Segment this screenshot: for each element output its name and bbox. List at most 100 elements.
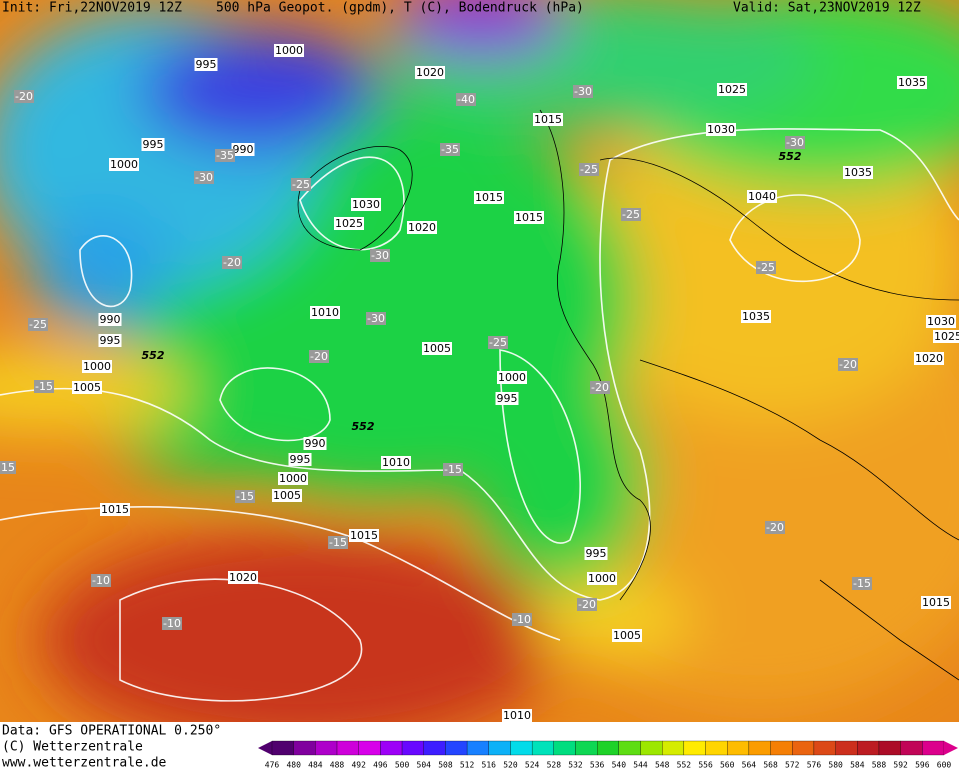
temperature-label-box [14,90,34,103]
colorbar-label: 516 [482,761,497,770]
temperature-label-box [370,249,390,262]
temperature-label-box [785,136,805,149]
colorbar-cell [900,740,923,756]
isobar-label-box [533,113,563,126]
temperature-label-box [0,461,16,474]
map-labels: 1000 995 1020 995 990 1000 1030 1025 1020 1015 101… [0,44,959,722]
isobar-label: 995 [196,58,217,71]
valid-time: Valid: Sat,23NOV2019 12Z [733,1,921,16]
temperature-label-box [590,381,610,394]
temperature-label: -10 [163,617,181,630]
isobar-label-box [82,360,112,373]
temperature-label-box [235,490,255,503]
colorbar-cell [510,740,533,756]
colorbar-cell [705,740,728,756]
isobar-label-box [502,709,532,722]
temperature-label-box [91,574,111,587]
colorbar-label: 524 [525,761,540,770]
isobar-label: 1020 [408,221,436,234]
isobar-label: 1000 [275,44,303,57]
isobar-label: 1015 [922,596,950,609]
isobar-label: 1000 [498,371,526,384]
temperature-label-box [621,208,641,221]
colorbar-cell [640,740,663,756]
temperature-label: -20 [15,90,33,103]
temperature-label: -40 [457,93,475,106]
copyright: (C) Wetterzentrale [2,740,143,755]
colorbar-cell [380,740,403,756]
colorbar-label: 500 [395,761,410,770]
colorbar-label: 488 [330,761,345,770]
colorbar-cell [466,740,489,756]
isobar-label-box [514,211,544,224]
colorbar-cell [857,740,880,756]
temperature-label-box [456,93,476,106]
isobar-label-box [194,58,218,71]
url: www.wetterzentrale.de [2,756,167,771]
temperature-label: -20 [578,598,596,611]
isobar-label: 1020 [416,66,444,79]
isobar-label: 1000 [83,360,111,373]
colorbar-cell [358,740,381,756]
isobar-label: 990 [305,437,326,450]
temperature-label: -10 [513,613,531,626]
temperature-label: -35 [216,149,234,162]
isobar-label-box [231,143,255,156]
colorbar-cell [922,740,945,756]
temperature-label-box [852,577,872,590]
isobar-label: 1015 [101,503,129,516]
temperature-label: -25 [622,208,640,221]
isobar-label: 995 [100,334,121,347]
isobar-label: 1000 [279,472,307,485]
contour-552-label: 552 [779,150,802,163]
contour-552-label: 552 [142,349,165,362]
temperature-label: 15 [1,461,15,474]
colorbar-label: 496 [373,761,388,770]
temperature-label: -15 [444,463,462,476]
isobar-label: 995 [143,138,164,151]
temperature-label-box [756,261,776,274]
colorbar-label: 520 [503,761,518,770]
temperature-label: -20 [310,350,328,363]
isobar-label: 1025 [934,330,959,343]
colorbar-label: 596 [915,761,930,770]
colorbar-cell [575,740,598,756]
colorbar-cell [770,740,793,756]
temperature-label: -30 [195,171,213,184]
temperature-label: -25 [580,163,598,176]
colorbar-label: 592 [893,761,908,770]
colorbar-cell [727,740,750,756]
isobar-label-box [407,221,437,234]
temperature-label-box [309,350,329,363]
temperature-label-box [328,536,348,549]
temperature-label: -25 [757,261,775,274]
colorbar-cell [553,740,576,756]
isobar-label-box [109,158,139,171]
colorbar-label: 532 [568,761,583,770]
colorbar-cell [597,740,619,756]
colorbar-label: 556 [698,761,713,770]
isobar-label-box [843,166,873,179]
temperature-label-box [366,312,386,325]
isobar-label: 1035 [844,166,872,179]
colorbar-label: 484 [308,761,323,770]
colorbar-label: 480 [286,761,301,770]
temperature-label-box [34,380,54,393]
isobar-label: 1005 [73,381,101,394]
colorbar-cell [445,740,468,756]
temperature-label-box [194,171,214,184]
temperature-label: -15 [35,380,53,393]
colorbar-cell [683,740,706,756]
colorbar-label: 552 [677,761,692,770]
isobar-label: 1010 [311,306,339,319]
temperature-label: -20 [766,521,784,534]
colorbar-cell [488,740,511,756]
colorbar-arrow-right [944,741,958,755]
colorbar-cell [835,740,858,756]
colorbar-cell [813,740,836,756]
isobar-label: 1040 [748,190,776,203]
temperature-label: -15 [329,536,347,549]
isobar-label-box [747,190,777,203]
colorbar-label: 492 [351,761,366,770]
temperature-label: -10 [92,574,110,587]
